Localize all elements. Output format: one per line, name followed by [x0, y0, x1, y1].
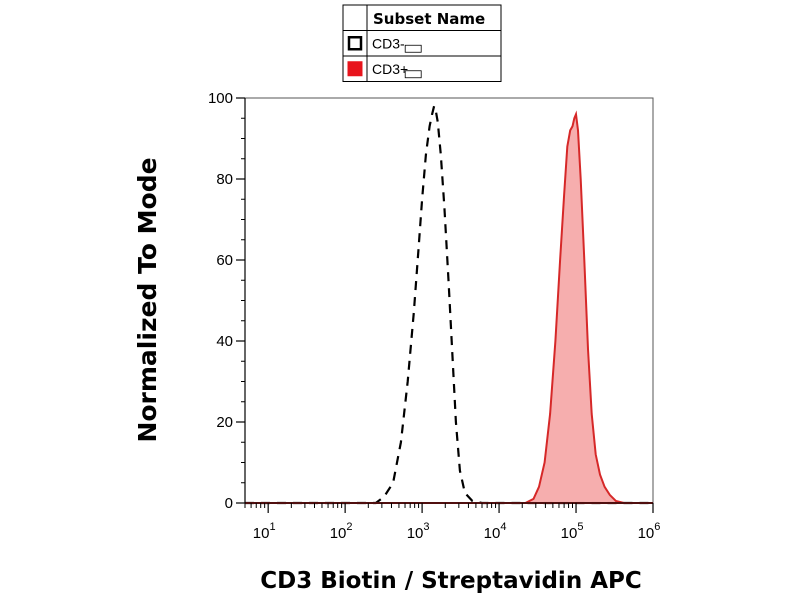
x-tick-label: 103 — [407, 521, 430, 542]
legend-box — [342, 4, 502, 82]
y-tick-label: 0 — [225, 495, 233, 512]
legend-swatch — [347, 36, 363, 51]
series-cd3-negpos — [245, 110, 653, 504]
x-tick-label: 106 — [638, 521, 661, 542]
y-tick-label: 60 — [216, 252, 233, 269]
legend-label: CD3+ — [372, 61, 408, 77]
y-tick-label: 40 — [216, 333, 233, 350]
y-tick-label: 100 — [208, 90, 233, 107]
legend-swatch — [347, 61, 363, 77]
x-tick-label: 102 — [330, 521, 353, 542]
series-layer — [245, 102, 653, 505]
y-axis-title: Normalized To Mode — [133, 157, 162, 442]
legend-label-box — [404, 70, 422, 79]
x-tick-label: 104 — [484, 521, 507, 542]
legend: Subset Name CD3- CD3+ — [342, 4, 502, 82]
x-tick-label: 101 — [253, 521, 276, 542]
y-tick-label: 20 — [216, 414, 233, 431]
legend-label-box — [404, 44, 422, 53]
x-axis-title: CD3 Biotin / Streptavidin APC — [260, 568, 642, 594]
series-cd3-neg — [245, 102, 653, 505]
axes-layer: 101 102 103 104 105 106 0 20 40 60 80 100 — [208, 90, 660, 542]
y-tick-label: 80 — [216, 171, 233, 188]
x-tick-label: 105 — [561, 521, 584, 542]
legend-header: Subset Name — [373, 10, 485, 28]
legend-label: CD3- — [372, 35, 405, 51]
